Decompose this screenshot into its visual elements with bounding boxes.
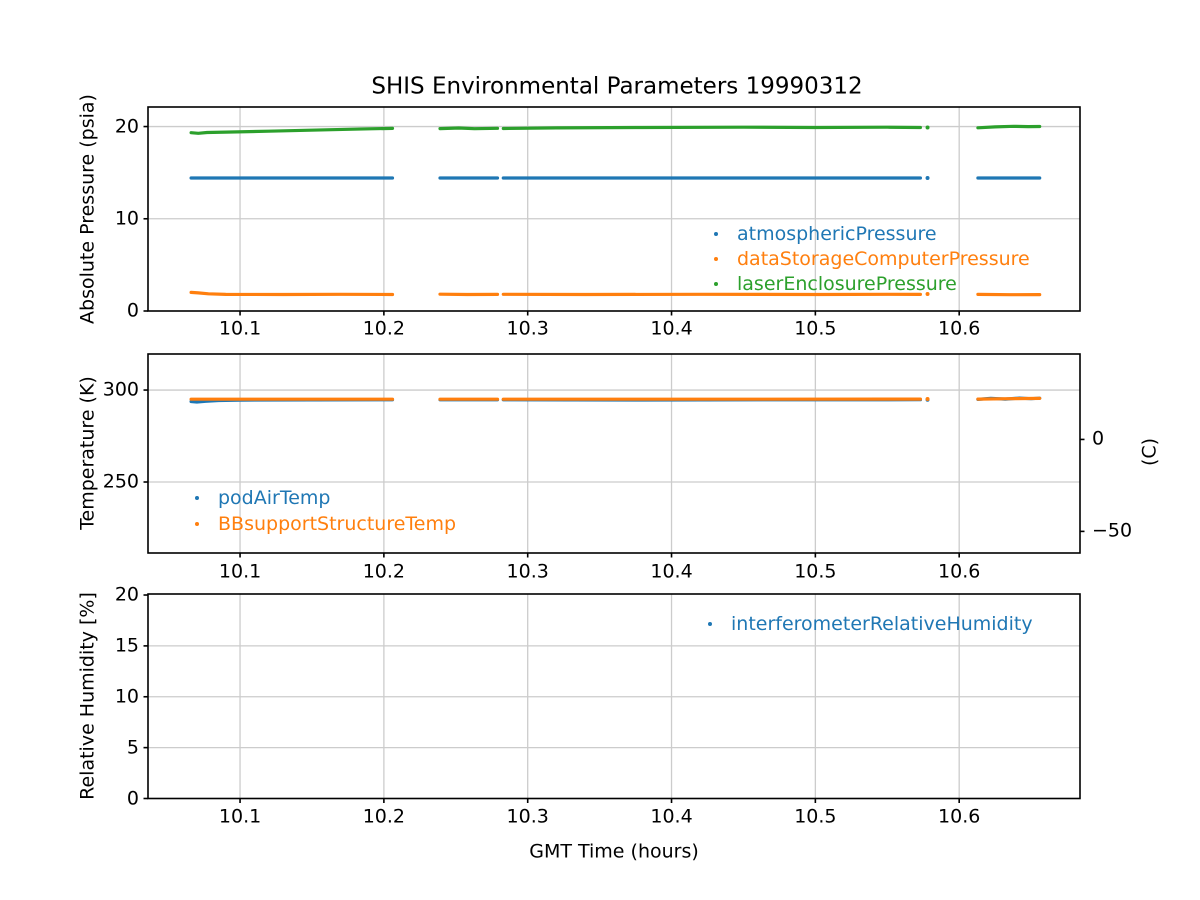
data-point <box>925 397 930 402</box>
x-tick-label: 10.3 <box>506 805 549 828</box>
x-tick-label: 10.6 <box>938 805 981 828</box>
legend-label: laserEnclosurePressure <box>737 273 957 296</box>
right-tick-label: 0 <box>1092 427 1105 450</box>
y-tick-label: 300 <box>102 378 139 401</box>
y-tick-label: 20 <box>114 115 139 138</box>
legend-marker-dot <box>714 256 718 261</box>
y-tick-label: 15 <box>114 634 139 657</box>
data-point <box>925 125 930 130</box>
legend-marker-dot <box>714 231 718 236</box>
axes-0 <box>143 106 1081 316</box>
axes-1 <box>143 353 1085 558</box>
data-segment <box>976 124 1042 130</box>
x-tick-label: 10.5 <box>794 805 837 828</box>
legend-label: interferometerRelativeHumidity <box>731 613 1033 635</box>
legend-label: atmosphericPressure <box>737 222 937 245</box>
x-tick-label: 10.6 <box>938 560 981 583</box>
data-point <box>925 176 930 181</box>
series-BBsupportStructureTemp <box>189 396 1042 402</box>
x-tick-label: 10.1 <box>218 805 262 828</box>
x-tick-label: 10.4 <box>650 560 693 583</box>
humidity-y-axis-label: Relative Humidity [%] <box>76 592 99 800</box>
legend-marker-dot <box>708 622 712 626</box>
legend-label: podAirTemp <box>218 487 331 509</box>
y-tick-label: 0 <box>126 299 139 322</box>
y-tick-label: 10 <box>114 207 139 230</box>
x-tick-label: 10.5 <box>794 560 837 583</box>
axes-frame <box>147 106 1081 312</box>
legend-label: dataStorageComputerPressure <box>737 247 1030 270</box>
temperature-y-axis-label: Temperature (K) <box>76 376 99 530</box>
y-tick-label: 5 <box>126 736 139 759</box>
gmt-time-x-axis-label: GMT Time (hours) <box>529 840 699 863</box>
legend-label: BBsupportStructureTemp <box>218 513 457 535</box>
series-laserEnclosurePressure <box>189 124 1042 135</box>
x-tick-label: 10.1 <box>218 317 262 340</box>
data-segment <box>189 126 395 135</box>
x-tick-label: 10.1 <box>218 560 262 583</box>
data-segment <box>438 126 500 131</box>
axes-frame <box>147 353 1081 554</box>
axes-2 <box>143 593 1081 803</box>
y-tick-label: 250 <box>102 470 139 493</box>
x-tick-label: 10.2 <box>362 560 406 583</box>
right-tick-label: −50 <box>1092 519 1133 542</box>
y-tick-label: 20 <box>114 583 139 606</box>
legend-marker-dot <box>195 496 199 500</box>
x-tick-label: 10.2 <box>362 805 406 828</box>
x-tick-label: 10.3 <box>506 560 549 583</box>
data-segment <box>976 396 1042 401</box>
data-point <box>925 292 930 297</box>
series-dataStorageComputerPressure <box>189 290 1042 297</box>
x-tick-label: 10.4 <box>650 317 693 340</box>
x-tick-label: 10.5 <box>794 317 837 340</box>
x-tick-label: 10.3 <box>506 317 549 340</box>
x-tick-label: 10.4 <box>650 805 693 828</box>
data-segment <box>189 290 395 297</box>
x-tick-label: 10.6 <box>938 317 981 340</box>
data-segment <box>501 125 923 131</box>
figure-title: SHIS Environmental Parameters 19990312 <box>371 73 863 100</box>
y-tick-label: 0 <box>126 787 139 809</box>
y-tick-label: 10 <box>114 685 139 708</box>
legend-marker-dot <box>714 282 718 287</box>
celsius-axis-label: (C) <box>1138 437 1161 467</box>
legend-marker-dot <box>195 522 199 526</box>
series-atmosphericPressure <box>189 176 1042 181</box>
pressure-y-axis-label: Absolute Pressure (psia) <box>76 94 99 324</box>
x-tick-label: 10.2 <box>362 317 406 340</box>
